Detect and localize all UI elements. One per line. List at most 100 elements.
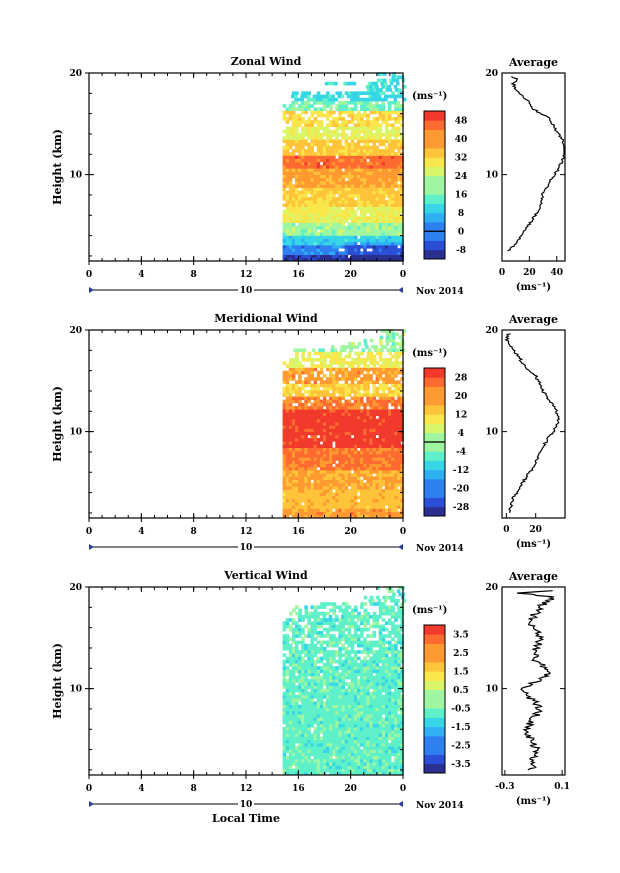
heatmap-cell xyxy=(322,473,327,477)
heatmap-cell xyxy=(375,714,380,718)
heatmap-cell xyxy=(344,393,349,397)
heatmap-cell xyxy=(353,412,358,416)
heatmap-cell xyxy=(313,765,318,769)
heatmap-cell xyxy=(329,216,333,220)
heatmap-cell xyxy=(363,338,368,343)
heatmap-cell xyxy=(347,460,352,464)
heatmap-cell xyxy=(298,377,302,381)
heatmap-cell xyxy=(397,203,401,207)
heatmap-cell xyxy=(394,717,398,721)
heatmap-cell xyxy=(357,361,361,365)
heatmap-cell xyxy=(313,213,318,217)
heatmap-cell xyxy=(394,181,398,185)
heatmap-cell xyxy=(363,181,367,185)
heatmap-cell xyxy=(307,216,311,220)
heatmap-cell xyxy=(341,177,345,182)
heatmap-cell xyxy=(369,171,373,175)
heatmap-cell xyxy=(374,81,378,86)
heatmap-cell xyxy=(372,238,376,243)
heatmap-cell xyxy=(362,97,366,102)
heatmap-cell xyxy=(329,354,333,359)
heatmap-cell xyxy=(344,434,349,439)
heatmap-cell xyxy=(295,486,299,490)
heatmap-cell xyxy=(341,361,345,365)
heatmap-cell xyxy=(378,158,383,163)
heatmap-cell xyxy=(391,736,395,741)
heatmap-cell xyxy=(301,736,305,741)
heatmap-cell xyxy=(285,380,290,384)
heatmap-cell xyxy=(350,91,355,95)
heatmap-cell xyxy=(304,746,308,750)
heatmap-cell xyxy=(347,434,352,439)
heatmap-cell xyxy=(292,91,296,95)
heatmap-cell xyxy=(347,714,352,718)
heatmap-cell xyxy=(329,473,333,477)
heatmap-cell xyxy=(285,232,290,236)
heatmap-cell xyxy=(378,759,383,763)
heatmap-cell xyxy=(322,104,327,108)
colorbar-tick-label: 48 xyxy=(455,116,468,126)
heatmap-cell xyxy=(365,345,369,349)
heatmap-cell xyxy=(366,736,370,741)
heatmap-cell xyxy=(372,444,376,448)
heatmap-cell xyxy=(301,470,305,474)
heatmap-cell xyxy=(400,759,404,763)
heatmap-cell xyxy=(341,257,345,262)
heatmap-cell xyxy=(332,454,336,458)
heatmap-cell xyxy=(291,492,296,496)
heatmap-cell xyxy=(341,393,345,397)
heatmap-cell xyxy=(310,717,314,721)
heatmap-cell xyxy=(363,514,367,519)
heatmap-cell xyxy=(378,219,383,223)
heatmap-cell xyxy=(391,711,395,715)
heatmap-cell xyxy=(294,94,298,99)
heatmap-cell xyxy=(304,396,308,400)
heatmap-cell xyxy=(353,707,358,712)
heatmap-cell xyxy=(397,707,401,712)
heatmap-cell xyxy=(295,171,299,175)
heatmap-cell xyxy=(391,206,395,211)
heatmap-cell xyxy=(319,438,324,442)
heatmap-cell xyxy=(304,704,308,709)
heatmap-cell xyxy=(338,701,342,705)
heatmap-cell xyxy=(391,380,395,384)
heatmap-cell xyxy=(372,434,376,439)
heatmap-cell xyxy=(335,200,339,204)
heatmap-cell xyxy=(295,248,299,252)
heatmap-cell xyxy=(310,390,314,394)
heatmap-cell xyxy=(310,361,314,365)
heatmap-cell xyxy=(316,97,320,102)
heatmap-cell xyxy=(329,730,333,734)
heatmap-cell xyxy=(307,473,311,477)
heatmap-cell xyxy=(360,498,364,503)
heatmap-cell xyxy=(378,441,383,445)
heatmap-cell xyxy=(344,489,349,493)
heatmap-cell xyxy=(320,351,324,356)
heatmap-cell xyxy=(291,447,296,452)
heatmap-cell xyxy=(370,88,374,92)
heatmap-cell xyxy=(369,476,373,480)
heatmap-cell xyxy=(295,241,299,246)
heatmap-cell xyxy=(350,768,355,773)
heatmap-cell xyxy=(335,733,339,737)
heatmap-cell xyxy=(384,123,389,127)
heatmap-cell xyxy=(332,171,336,175)
heatmap-cell xyxy=(369,193,373,198)
heatmap-cell xyxy=(304,771,308,776)
heatmap-cell xyxy=(347,733,352,737)
heatmap-cell xyxy=(285,171,290,175)
heatmap-cell xyxy=(379,338,383,343)
heatmap-cell xyxy=(397,383,401,388)
heatmap-cell xyxy=(360,254,364,259)
heatmap-cell xyxy=(285,181,290,185)
heatmap-cell xyxy=(400,514,404,519)
heatmap-cell xyxy=(288,723,293,728)
heatmap-cell xyxy=(375,145,380,150)
heatmap-cell xyxy=(350,444,355,448)
heatmap-cell xyxy=(304,441,308,445)
heatmap-cell xyxy=(381,184,386,188)
heatmap-cell xyxy=(341,254,345,259)
heatmap-cell xyxy=(316,479,321,484)
heatmap-cell xyxy=(301,739,305,744)
heatmap-cell xyxy=(388,412,392,416)
